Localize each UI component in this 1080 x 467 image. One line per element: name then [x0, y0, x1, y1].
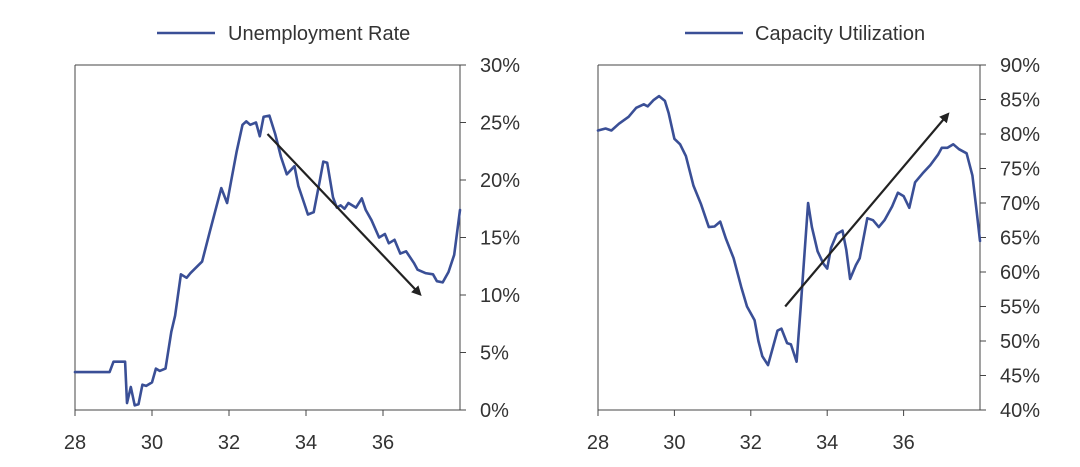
series-line — [596, 94, 982, 367]
trend-arrow — [266, 133, 422, 297]
unemployment-rate-chart: 28 30 32 34 36 0% 5% 10% 15% 20% 25% 30% Unemploymen… — [64, 23, 520, 454]
y-tick-label: 10% — [480, 285, 520, 307]
x-tick-label: 30 — [141, 432, 163, 454]
y-tick-label: 65% — [1000, 228, 1040, 250]
y-tick-label: 90% — [1000, 55, 1040, 77]
y-tick-label: 20% — [480, 170, 520, 192]
x-tick-label: 34 — [816, 432, 838, 454]
legend-label: Capacity Utilization — [755, 23, 925, 45]
y-tick-label: 55% — [1000, 297, 1040, 319]
y-tick-label: 60% — [1000, 262, 1040, 284]
x-tick-label: 32 — [218, 432, 240, 454]
y-tick-label: 25% — [480, 113, 520, 135]
y-tick-label: 30% — [480, 55, 520, 77]
y-tick-label: 70% — [1000, 193, 1040, 215]
series-line — [73, 114, 462, 407]
x-tick-label: 28 — [587, 432, 609, 454]
y-tick-label: 75% — [1000, 159, 1040, 181]
trend-arrow — [784, 112, 950, 308]
x-tick-label: 30 — [663, 432, 685, 454]
y-tick-label: 80% — [1000, 124, 1040, 146]
x-tick-label: 36 — [372, 432, 394, 454]
y-tick-label: 50% — [1000, 331, 1040, 353]
capacity-utilization-chart: 28 30 32 34 36 40% 45% 50% 55% 60% 65% 70% 75% 80% 85%… — [587, 23, 1040, 454]
x-tick-label: 34 — [295, 432, 317, 454]
y-tick-label: 40% — [1000, 400, 1040, 422]
x-tick-label: 32 — [740, 432, 762, 454]
y-tick-label: 0% — [480, 400, 509, 422]
x-tick-label: 28 — [64, 432, 86, 454]
y-tick-label: 5% — [480, 343, 509, 365]
y-tick-label: 85% — [1000, 90, 1040, 112]
y-tick-label: 45% — [1000, 366, 1040, 388]
x-tick-label: 36 — [892, 432, 914, 454]
legend-label: Unemployment Rate — [228, 23, 410, 45]
y-tick-label: 15% — [480, 228, 520, 250]
